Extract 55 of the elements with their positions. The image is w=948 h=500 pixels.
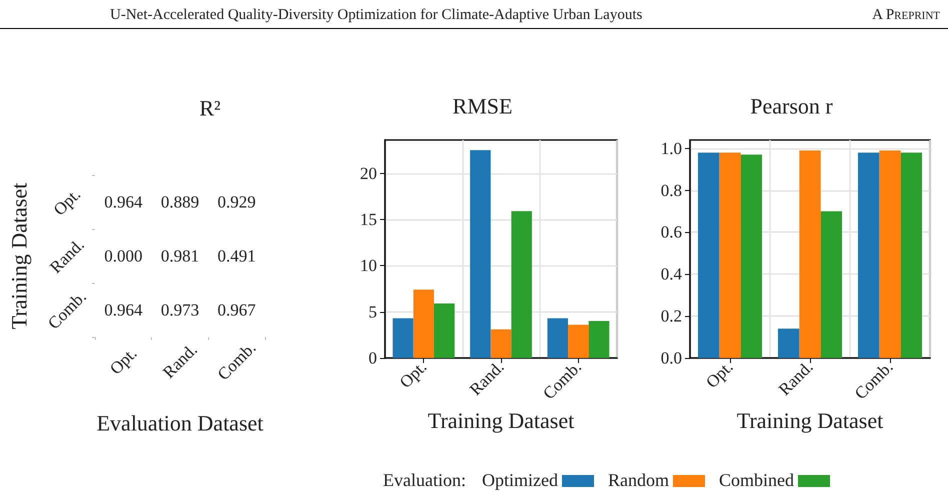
bar xyxy=(413,290,434,358)
data-label: 0.981 xyxy=(160,246,200,266)
legend-label: Combined xyxy=(718,470,794,491)
x-tick-label: Opt. xyxy=(396,357,430,392)
y-tick-label: 0.8 xyxy=(660,180,682,200)
bar xyxy=(547,318,568,358)
chart-title: R² xyxy=(199,96,222,120)
bar xyxy=(900,152,922,358)
data-label: 0.929 xyxy=(218,192,256,212)
data-label: 0.973 xyxy=(160,300,200,320)
bar xyxy=(392,318,414,358)
x-tick-label: Opt. xyxy=(702,357,737,392)
y-axis-title: Training Dataset xyxy=(6,182,32,330)
y-tick-label: 0.0 xyxy=(660,348,682,368)
y-tick-label: 15 xyxy=(360,210,377,229)
chart-title: Pearson r xyxy=(750,94,834,118)
y-tick-label: 1.0 xyxy=(660,138,682,158)
y-tick-label: Opt. xyxy=(50,184,84,220)
bar xyxy=(740,154,762,358)
x-tick-label: Opt. xyxy=(106,344,141,378)
text: A Preprint xyxy=(872,7,940,24)
y-tick-label: 10 xyxy=(360,256,377,276)
x-axis-title: Evaluation Dataset xyxy=(96,410,264,436)
x-axis-title: Training Dataset xyxy=(736,408,884,433)
data-label: 0.967 xyxy=(218,300,256,320)
x-axis-title: Training Dataset xyxy=(428,408,574,433)
bar xyxy=(434,304,455,358)
bar xyxy=(511,211,532,358)
bar xyxy=(490,329,512,358)
legend-label: Optimized xyxy=(482,470,558,491)
y-tick-label: 0 xyxy=(368,348,377,368)
chart-title: RMSE xyxy=(452,94,512,118)
bar xyxy=(879,150,901,358)
bar xyxy=(858,152,880,358)
bar xyxy=(698,152,720,358)
bar xyxy=(568,324,589,358)
bar xyxy=(778,328,800,358)
y-tick-label: 5 xyxy=(368,302,377,322)
text: U-Net-Accelerated Quality-Diversity Optimization for Climate-Adaptive Urban Layouts xyxy=(110,7,642,24)
bar xyxy=(588,321,610,358)
bar xyxy=(820,211,842,358)
data-label: 0.889 xyxy=(160,192,200,212)
data-label: 0.964 xyxy=(104,192,143,212)
y-tick-label: 0.2 xyxy=(660,306,682,326)
bar xyxy=(470,150,491,358)
y-tick-label: 20 xyxy=(360,164,377,183)
data-label: 0.000 xyxy=(104,246,142,266)
legend-title: Evaluation: xyxy=(383,470,466,491)
data-label: 0.964 xyxy=(104,300,143,320)
y-tick-label: 0.4 xyxy=(660,264,682,284)
bar xyxy=(799,150,821,358)
bar xyxy=(719,152,741,358)
data-label: 0.491 xyxy=(218,246,256,266)
legend-label: Random xyxy=(608,470,669,491)
y-tick-label: 0.6 xyxy=(660,222,682,242)
